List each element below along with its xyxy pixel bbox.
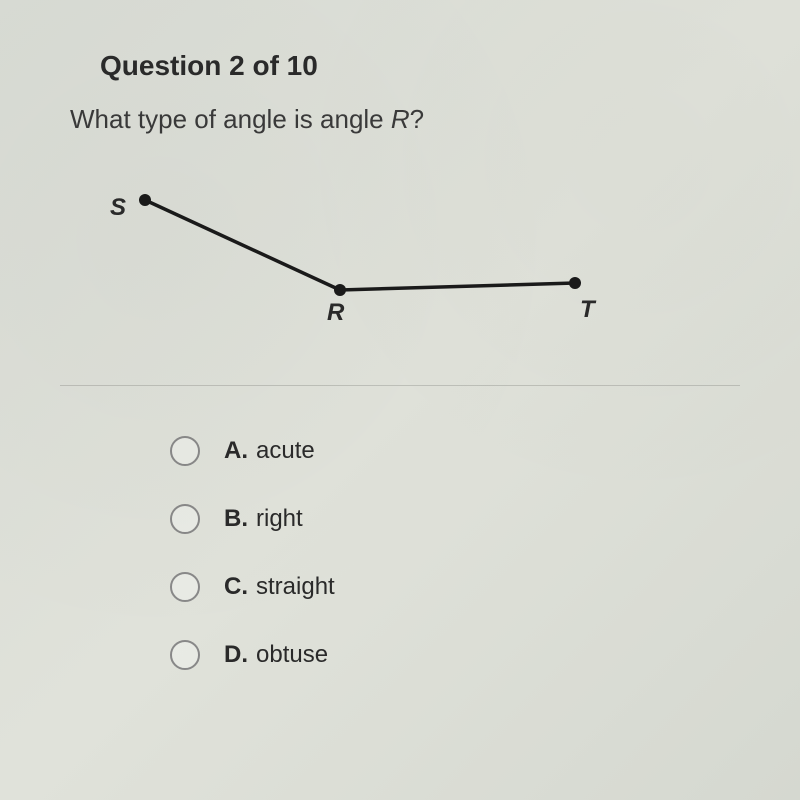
option-text: right	[256, 505, 303, 533]
option-text: straight	[256, 573, 335, 601]
question-text: What type of angle is angle R?	[60, 104, 740, 135]
divider	[60, 385, 740, 386]
option-a[interactable]: A. acute	[170, 436, 740, 466]
label-s: S	[110, 194, 126, 221]
question-suffix: ?	[410, 104, 424, 134]
line-sr	[145, 200, 340, 290]
angle-diagram: S R T	[70, 165, 670, 345]
label-t: T	[580, 296, 597, 323]
option-b[interactable]: B. right	[170, 504, 740, 534]
point-s	[139, 194, 151, 206]
option-d[interactable]: D. obtuse	[170, 640, 740, 670]
option-letter: D.	[224, 641, 248, 669]
point-t	[569, 277, 581, 289]
option-letter: C.	[224, 573, 248, 601]
radio-icon	[170, 504, 200, 534]
radio-icon	[170, 572, 200, 602]
point-r	[334, 284, 346, 296]
radio-icon	[170, 436, 200, 466]
radio-icon	[170, 640, 200, 670]
question-prefix: What type of angle is angle	[70, 104, 391, 134]
line-rt	[340, 283, 575, 290]
option-letter: A.	[224, 437, 248, 465]
option-letter: B.	[224, 505, 248, 533]
diagram-svg: S R T	[70, 165, 670, 345]
question-header: Question 2 of 10	[60, 50, 740, 82]
option-text: obtuse	[256, 641, 328, 669]
option-text: acute	[256, 437, 315, 465]
options-container: A. acute B. right C. straight D. obtuse	[60, 436, 740, 670]
label-r: R	[327, 299, 345, 326]
option-c[interactable]: C. straight	[170, 572, 740, 602]
question-variable: R	[391, 104, 410, 134]
